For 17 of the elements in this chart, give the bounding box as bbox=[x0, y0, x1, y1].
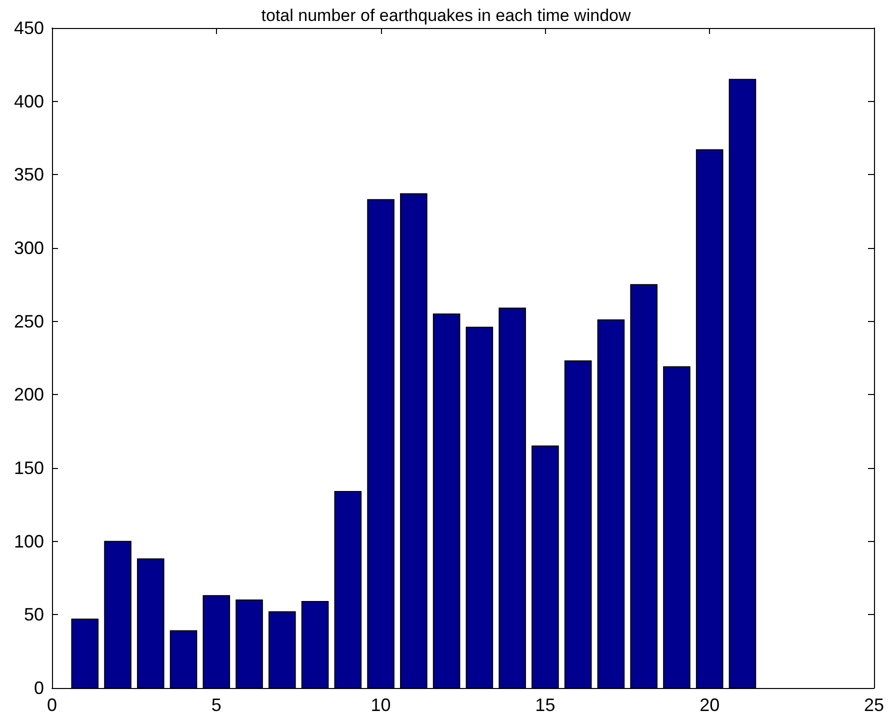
y-tick-label: 100 bbox=[14, 531, 44, 552]
y-tick-label: 0 bbox=[34, 678, 44, 698]
y-tick-label: 150 bbox=[14, 458, 44, 478]
chart-title: total number of earthquakes in each time window bbox=[261, 6, 632, 25]
y-tick-label: 200 bbox=[14, 384, 44, 405]
x-tick-label: 20 bbox=[700, 695, 720, 715]
x-tick-label: 25 bbox=[864, 695, 884, 715]
y-tick-label: 450 bbox=[14, 18, 44, 38]
x-tick-label: 15 bbox=[535, 695, 556, 715]
y-tick-label: 400 bbox=[14, 91, 44, 112]
y-tick-label: 50 bbox=[24, 604, 44, 625]
y-tick-label: 300 bbox=[14, 238, 44, 258]
x-tick-label: 0 bbox=[46, 695, 58, 715]
y-tick-label: 250 bbox=[14, 311, 44, 332]
y-tick-label: 350 bbox=[14, 164, 44, 185]
x-tick-label: 5 bbox=[211, 695, 222, 715]
x-tick-label: 10 bbox=[370, 695, 391, 715]
